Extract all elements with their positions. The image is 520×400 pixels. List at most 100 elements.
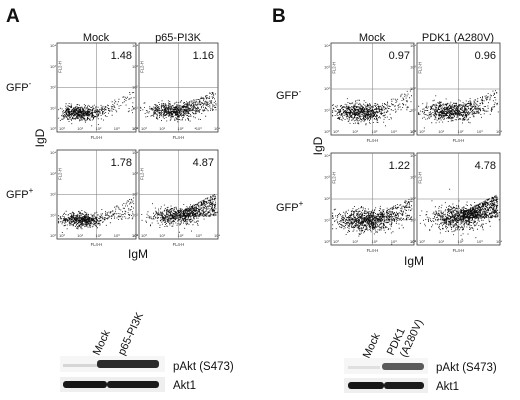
x-tick-label: 10¹: [159, 126, 165, 131]
x-tick-label: 10⁰: [59, 126, 65, 131]
event-dots: [58, 92, 135, 127]
x-tick-label: 10³: [196, 233, 202, 238]
blot-a-pakt-label: pAkt (S473): [173, 361, 234, 373]
y-tick-label: 10⁴: [410, 43, 416, 48]
blot-b-akt1-band-pdk1: [384, 382, 424, 389]
quadrant-percent-label: 0.96: [475, 50, 496, 62]
panel-a-x-axis-label: IgM: [128, 247, 148, 261]
x-tick-label: 10¹: [352, 129, 358, 134]
event-dots: [58, 197, 135, 233]
x-tick-label: 10¹: [77, 126, 83, 131]
y-tick-label: 10¹: [50, 212, 56, 217]
y-tick-label: 10¹: [410, 108, 416, 113]
plot-y-label: FL2-H: [140, 168, 145, 180]
blot-b-akt1-band-mock: [348, 382, 384, 389]
x-tick-label: 10³: [477, 239, 483, 244]
blot-a-pakt-band-p65-pi3k: [97, 360, 159, 368]
blot-a-akt1-band-p65-pi3k: [107, 381, 159, 388]
y-tick-label: 10⁴: [50, 150, 56, 155]
y-tick-label: 10³: [324, 65, 330, 70]
event-dots: [419, 188, 500, 240]
x-tick-label: 10²: [96, 233, 102, 238]
x-tick-label: 10³: [477, 129, 483, 134]
x-tick-label: 10⁰: [59, 233, 65, 238]
blot-a-akt1-band-mock: [63, 381, 107, 388]
blot-b-lane-mock: Mock: [361, 331, 383, 360]
y-tick-label: 10⁴: [324, 43, 330, 48]
plot-y-label: FL2-H: [140, 61, 145, 73]
y-tick-label: 10⁴: [132, 150, 138, 155]
panel-a-y-axis-label: IgD: [33, 128, 47, 147]
scatter-plot-6: 10⁰ 10¹ 10² 10³ 10⁴10⁰10¹10²10³10⁴FL4-HFL2-H…: [410, 42, 502, 143]
plot-x-label: FL4-H: [91, 242, 103, 247]
plot-y-label: FL2-H: [332, 62, 337, 74]
y-tick-label: 10³: [50, 171, 56, 176]
plot-y-label: FL2-H: [58, 168, 63, 180]
y-tick-label: 10³: [410, 175, 416, 180]
blot-b-pakt-band-mock: [348, 366, 380, 369]
plot-y-label: FL2-H: [332, 172, 337, 184]
y-tick-label: 10⁰: [132, 233, 138, 238]
quadrant-percent-label: 1.16: [193, 50, 214, 62]
y-tick-label: 10⁰: [132, 126, 138, 131]
blot-a-lane-mock: Mock: [91, 328, 113, 357]
panel-b-letter: B: [272, 6, 286, 27]
quadrant-percent-label: 1.48: [111, 50, 132, 62]
row-label: GFP-: [6, 79, 32, 94]
panel-b-row-gfp-plus-label: GFP+: [276, 199, 304, 214]
blot-a-lane-p65-pi3k: p65-PI3K: [116, 310, 147, 357]
y-tick-label: 10⁰: [50, 233, 56, 238]
x-tick-label: 10²: [458, 239, 464, 244]
y-tick-label: 10²: [410, 86, 416, 91]
x-tick-label: 10³: [196, 126, 202, 131]
x-tick-label: 10¹: [159, 233, 165, 238]
panel-a-letter: A: [6, 6, 20, 27]
event-dots: [141, 194, 218, 233]
y-tick-label: 10⁰: [324, 129, 330, 134]
x-tick-label: 10⁰: [419, 129, 425, 134]
x-tick-label: 10³: [391, 129, 397, 134]
y-tick-label: 10⁴: [324, 153, 330, 158]
y-tick-label: 10³: [410, 65, 416, 70]
x-tick-label: 10⁴: [410, 239, 416, 244]
x-tick-label: 10²: [96, 126, 102, 131]
x-tick-label: 10¹: [352, 239, 358, 244]
y-tick-label: 10⁰: [410, 129, 416, 134]
blot-a-pakt-band-mock: [63, 364, 103, 367]
x-tick-label: 10¹: [77, 233, 83, 238]
y-tick-label: 10⁰: [410, 239, 416, 244]
y-tick-label: 10⁴: [410, 153, 416, 158]
scatter-plot-3: 10⁰ 10¹ 10² 10³ 10⁴10⁰10¹10²10³10⁴FL4-HFL2-H…: [50, 149, 138, 247]
plot-y-label: FL2-H: [418, 172, 423, 184]
x-tick-label: 10⁴: [132, 233, 138, 238]
y-tick-label: 10⁴: [132, 43, 138, 48]
panel-b-x-axis-label: IgM: [404, 254, 424, 268]
x-tick-label: 10²: [372, 239, 378, 244]
blot-b-akt1-label: Akt1: [436, 381, 459, 393]
plot-x-label: FL4-H: [367, 138, 379, 143]
x-tick-label: 10⁰: [419, 239, 425, 244]
x-tick-label: 10⁴: [214, 126, 220, 131]
scatter-plot-2: 10⁰ 10¹ 10² 10³ 10⁴10⁰10¹10²10³10⁴FL4-HFL2-H…: [132, 42, 220, 140]
x-tick-label: 10⁰: [333, 239, 339, 244]
western-blot-b: Mock PDK1 (A280V) pAkt (S473) Akt1: [344, 318, 497, 393]
y-tick-label: 10⁰: [50, 126, 56, 131]
y-tick-label: 10³: [324, 175, 330, 180]
x-tick-label: 10⁰: [141, 126, 147, 131]
panel-a-column-mock: Mock: [83, 32, 110, 44]
y-tick-label: 10²: [324, 196, 330, 201]
row-label: GFP+: [6, 186, 34, 201]
panel-a: A Mock p65-PI3K GFP- GFP+ IgD IgM: [6, 6, 202, 261]
blot-b-pakt-label: pAkt (S473): [436, 362, 497, 374]
x-tick-label: 10⁴: [214, 233, 220, 238]
plot-x-label: FL4-H: [91, 135, 103, 140]
western-blot-a: Mock p65-PI3K pAkt (S473) Akt1: [60, 310, 234, 392]
y-tick-label: 10¹: [50, 105, 56, 110]
y-tick-label: 10¹: [132, 212, 138, 217]
x-tick-label: 10²: [372, 129, 378, 134]
x-tick-label: 10⁴: [496, 239, 502, 244]
plot-y-label: FL2-H: [418, 62, 423, 74]
scatter-plot-7: 10⁰ 10¹ 10² 10³ 10⁴10⁰10¹10²10³10⁴FL4-HFL2-H…: [324, 152, 416, 253]
y-tick-label: 10⁴: [50, 43, 56, 48]
quadrant-percent-label: 4.87: [193, 157, 214, 169]
